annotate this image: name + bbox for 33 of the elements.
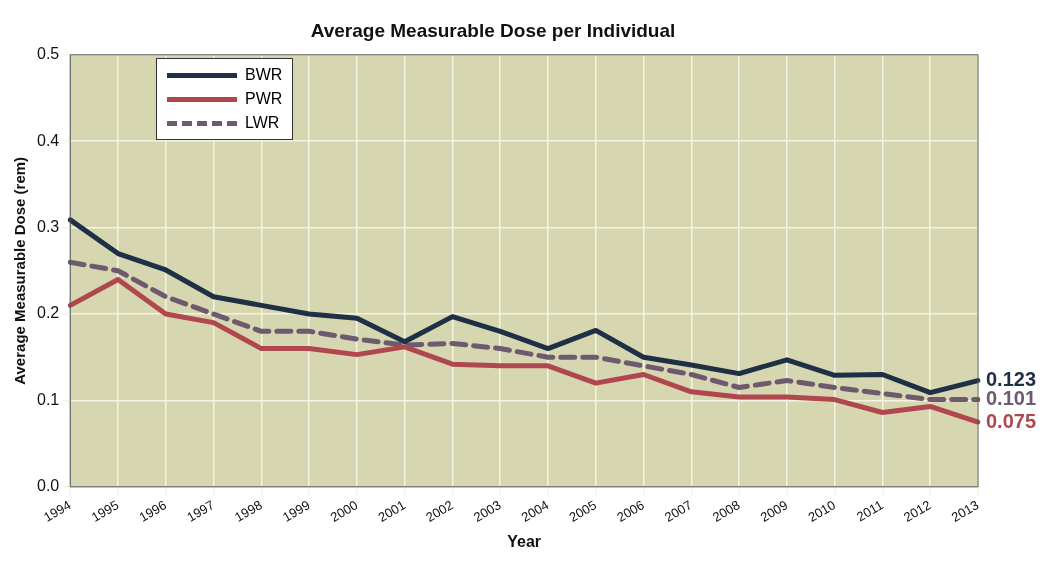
y-tick-label: 0.4: [36, 131, 60, 149]
legend-label: PWR: [245, 90, 283, 108]
y-tick-label: 0.5: [36, 45, 60, 63]
x-tick-label: 1998: [232, 497, 265, 525]
x-tick-label: 2012: [900, 497, 934, 525]
chart-title: Average Measurable Dose per Individual: [310, 19, 676, 41]
y-tick-label: 0.2: [36, 304, 60, 322]
y-tick-label: 0.0: [36, 477, 60, 495]
x-tick-label: 2006: [614, 497, 647, 525]
x-tick-label: 2007: [662, 497, 695, 525]
x-tick-label: 2000: [327, 497, 361, 525]
x-tick-label: 1997: [184, 497, 217, 525]
x-tick-label: 2001: [375, 497, 408, 525]
annotation: 0.075: [986, 409, 1037, 432]
x-tick-label: 1995: [88, 497, 122, 525]
x-tick-label: 2008: [709, 497, 743, 525]
legend-label: LWR: [245, 114, 280, 132]
x-tick-label: 2011: [854, 497, 886, 525]
x-tick-label: 2010: [805, 497, 838, 525]
x-tick-label: 1996: [136, 497, 170, 525]
y-axis-title: Average Measurable Dose (rem): [11, 156, 29, 385]
x-tick-label: 2004: [518, 497, 552, 525]
legend-label: BWR: [245, 66, 283, 84]
x-tick-label: 2003: [471, 497, 504, 525]
x-tick-label: 2005: [566, 497, 600, 525]
y-tick-label: 0.1: [36, 390, 60, 408]
x-tick-label: 2002: [423, 497, 456, 525]
x-tick-label: 2009: [757, 497, 791, 525]
x-tick-label: 1999: [279, 497, 313, 525]
x-tick-label: 1994: [41, 497, 74, 525]
x-tick-label: 2013: [948, 497, 982, 525]
y-tick-label: 0.3: [36, 218, 60, 236]
x-axis-title: Year: [507, 532, 542, 550]
